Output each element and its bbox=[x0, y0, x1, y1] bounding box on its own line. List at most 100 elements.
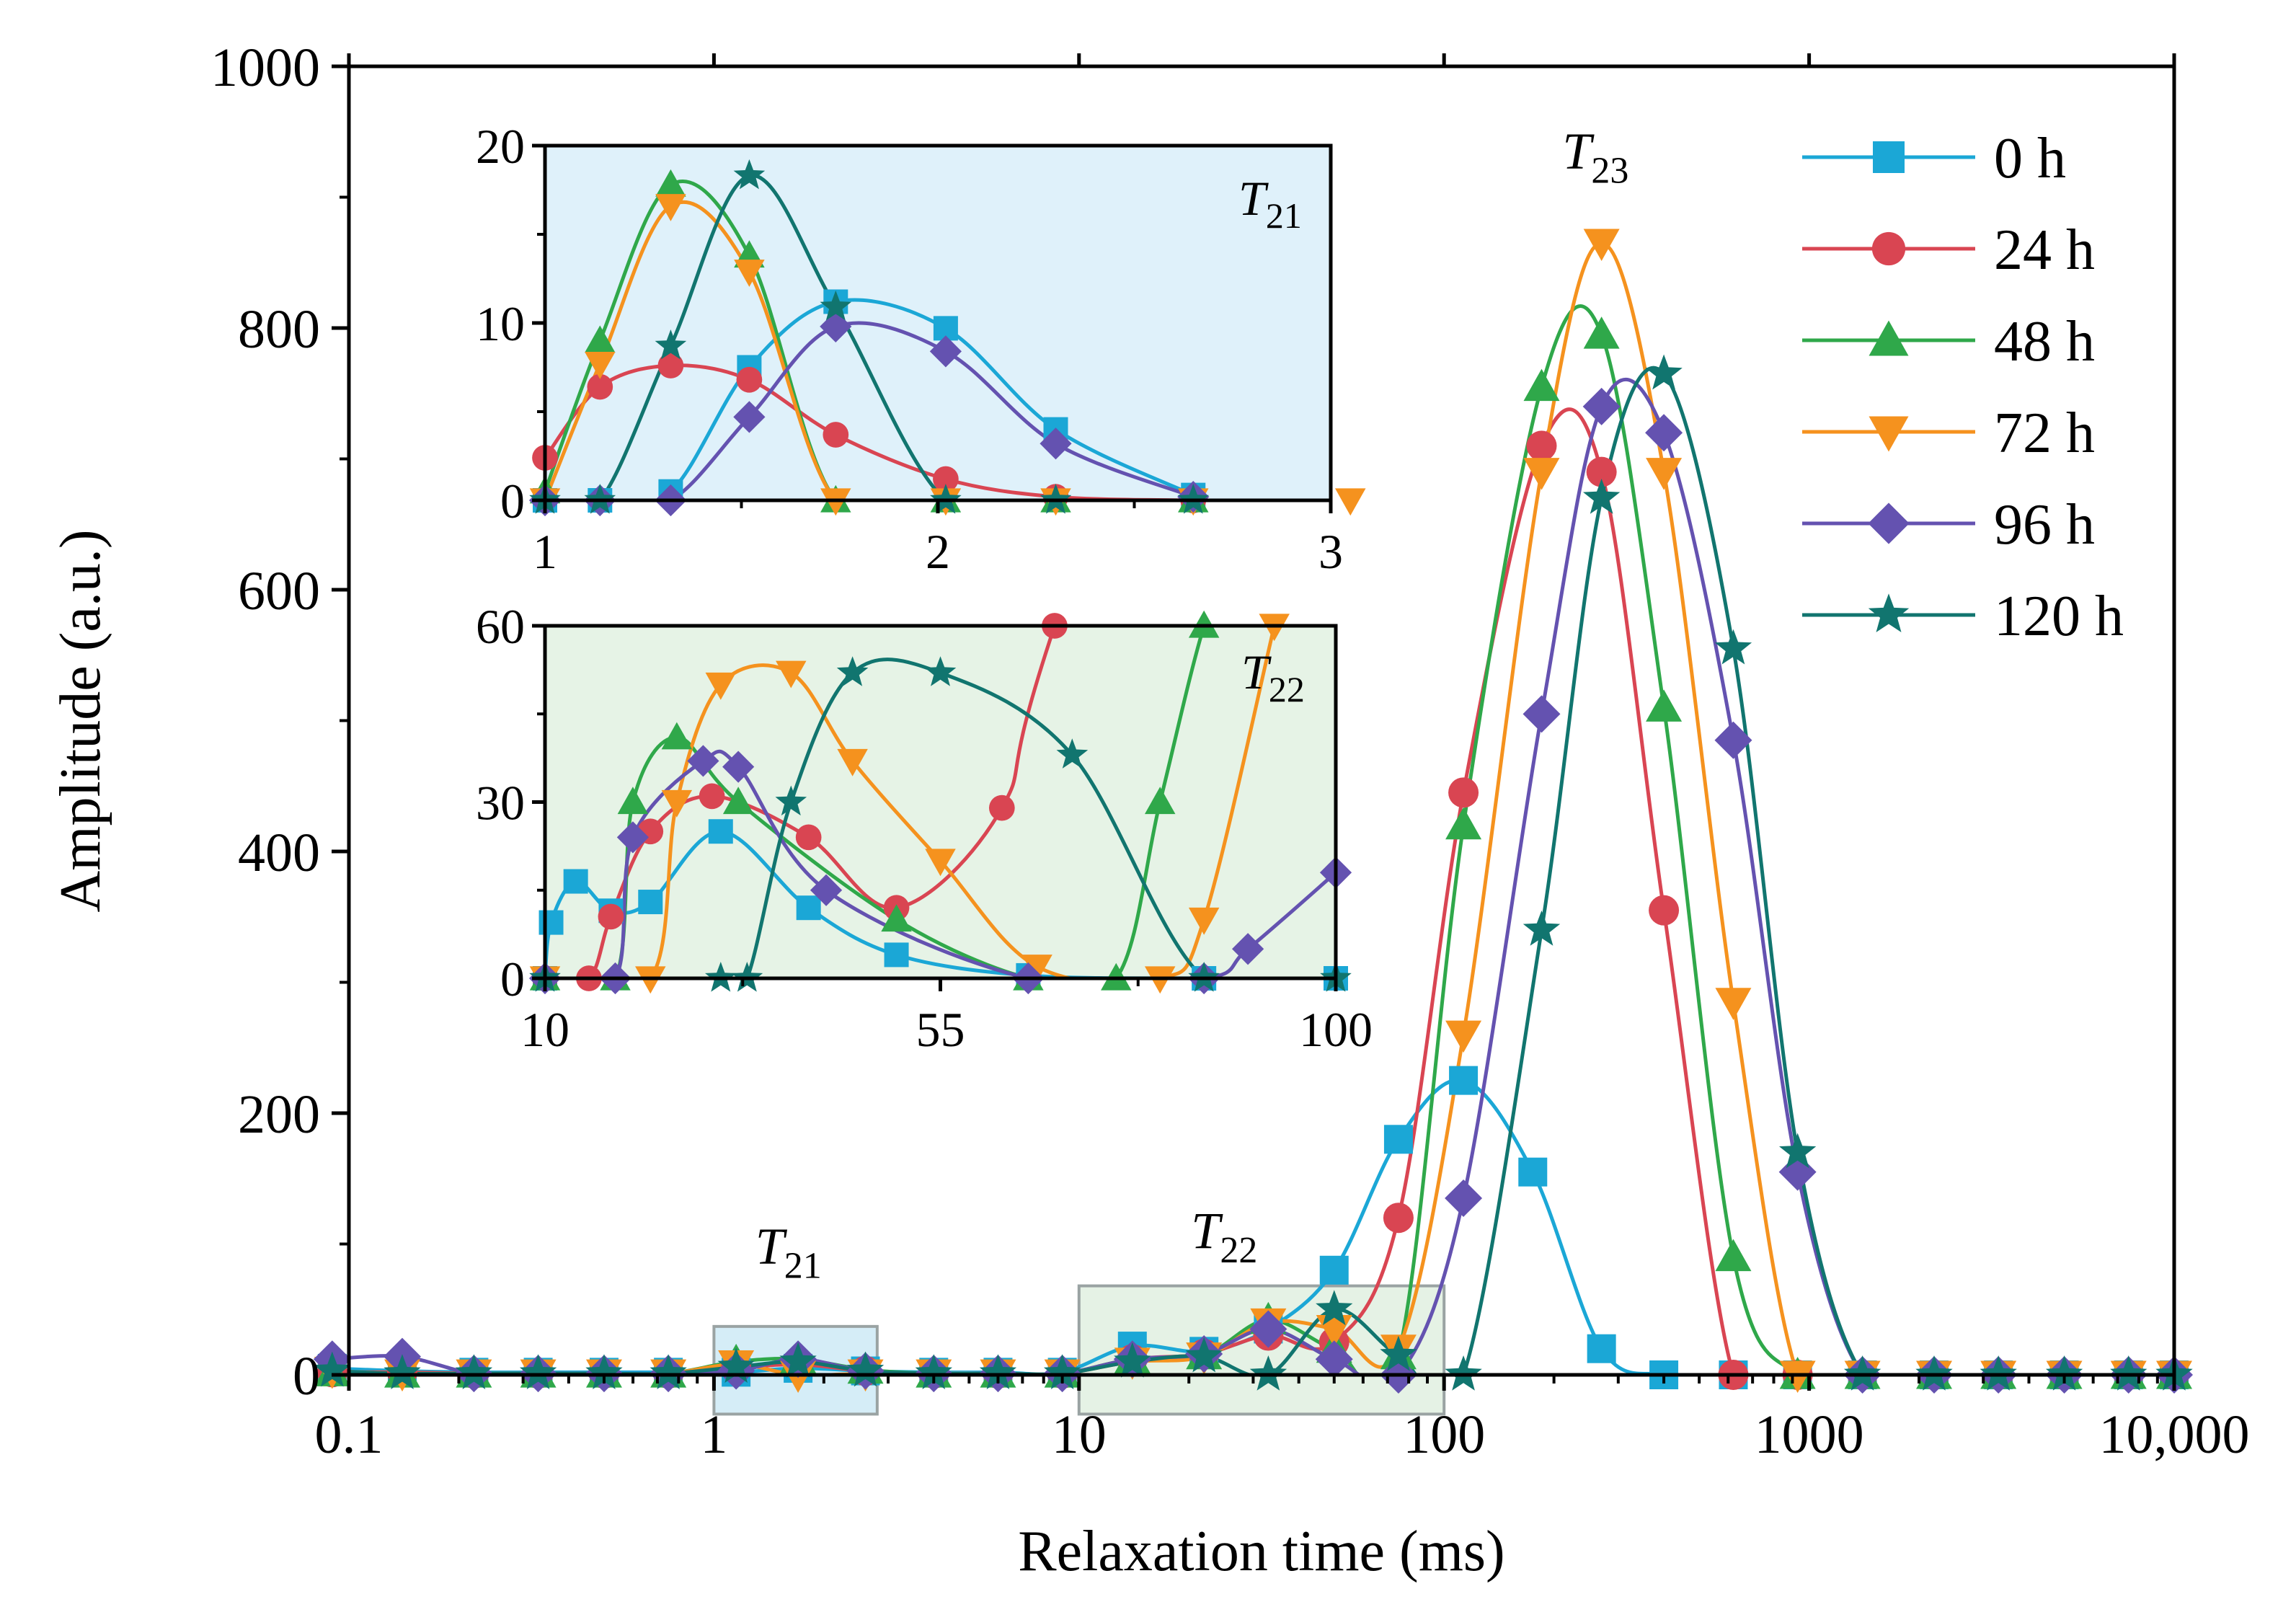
t22-marker-120-h-4 bbox=[836, 656, 869, 686]
legend: 0 h 24 h 48 h 72 h 96 h 120 h bbox=[1802, 127, 2124, 648]
t22-marker-120-h-3 bbox=[775, 785, 807, 816]
t22-marker-48-h-3 bbox=[661, 722, 693, 750]
x-tick-label-3: 100 bbox=[1403, 1404, 1485, 1465]
main-marker-120-h-8 bbox=[846, 1351, 885, 1387]
inset-t22-x-tick-label-0: 10 bbox=[520, 1002, 569, 1057]
inset-t22-y-tick-label-0: 0 bbox=[500, 952, 525, 1006]
t22-marker-120-h-5 bbox=[924, 656, 957, 686]
main-marker-48-h-20 bbox=[1646, 689, 1683, 722]
t21-marker-48-h-2 bbox=[655, 169, 686, 197]
y-tick-label-1: 200 bbox=[238, 1084, 320, 1145]
t21-marker-120-h-3 bbox=[733, 159, 766, 190]
main-marker-72-h-19 bbox=[1583, 229, 1620, 262]
y-tick-label-4: 800 bbox=[238, 299, 320, 360]
annotation-T21: T21 bbox=[755, 1218, 822, 1287]
inset-t21-x-tick-label-2: 3 bbox=[1318, 524, 1343, 579]
t22-marker-0-h-4 bbox=[638, 890, 663, 915]
inset-t21-title: T21 bbox=[1238, 171, 1302, 236]
legend-marker-0-h bbox=[1873, 141, 1905, 173]
main-marker-120-h-7 bbox=[779, 1342, 817, 1378]
t21-marker-96-h-5 bbox=[929, 335, 962, 368]
t22-marker-48-h-5 bbox=[881, 904, 912, 932]
y-tick-label-0: 0 bbox=[293, 1346, 320, 1407]
x-axis-label: Relaxation time (ms) bbox=[1018, 1520, 1504, 1583]
t22-marker-24-h-5 bbox=[795, 824, 822, 851]
y-tick-label-5: 1000 bbox=[210, 37, 320, 98]
legend-item-96-h: 96 h bbox=[1802, 493, 2095, 557]
inset-t21-y-tick-label-0: 0 bbox=[500, 474, 525, 528]
t22-line-72-h bbox=[545, 626, 1277, 978]
inset-t21: 1 2 3 0 10 20 T21 bbox=[476, 119, 1366, 579]
t21-marker-24-h-5 bbox=[933, 466, 959, 492]
main-marker-120-h-2 bbox=[455, 1354, 493, 1389]
main-marker-0-h-16 bbox=[1383, 1125, 1413, 1154]
main-marker-48-h-17 bbox=[1445, 807, 1482, 840]
t22-marker-0-h-7 bbox=[884, 942, 909, 968]
t22-marker-72-h-2 bbox=[661, 789, 693, 818]
legend-marker-72-h bbox=[1869, 416, 1909, 452]
t22-marker-72-h-5 bbox=[837, 748, 868, 776]
legend-item-24-h: 24 h bbox=[1802, 218, 2095, 282]
annotation-T22: T22 bbox=[1191, 1202, 1257, 1271]
t21-marker-96-h-3 bbox=[733, 401, 766, 433]
x-tick-label-2: 10 bbox=[1052, 1404, 1107, 1465]
t22-marker-0-h-6 bbox=[796, 895, 821, 921]
t21-marker-48-h-1 bbox=[585, 325, 616, 353]
main-marker-72-h-22 bbox=[1779, 1360, 1816, 1393]
t22-marker-0-h-2 bbox=[563, 869, 588, 894]
t22-marker-96-h-8 bbox=[1232, 933, 1264, 965]
legend-label-72-h: 72 h bbox=[1994, 402, 2095, 465]
main-marker-120-h-25 bbox=[1980, 1355, 2017, 1391]
x-tick-label-1: 1 bbox=[700, 1404, 727, 1465]
t22-marker-72-h-3 bbox=[705, 672, 737, 700]
main-marker-120-h-6 bbox=[717, 1347, 755, 1383]
x-tick-label-5: 10,000 bbox=[2099, 1404, 2250, 1465]
y-axis-label: Amplitude (a.u.) bbox=[49, 530, 112, 913]
main-marker-120-h-21 bbox=[1714, 629, 1752, 665]
legend-item-120-h: 120 h bbox=[1802, 585, 2124, 648]
main-marker-120-h-26 bbox=[2045, 1355, 2083, 1391]
main-marker-120-h-11 bbox=[1043, 1354, 1081, 1389]
main-marker-120-h-23 bbox=[1843, 1355, 1881, 1391]
main-marker-0-h-19 bbox=[1587, 1334, 1616, 1363]
main-marker-120-h-3 bbox=[519, 1354, 557, 1389]
main-marker-72-h-17 bbox=[1445, 1020, 1482, 1053]
t22-marker-96-h-5 bbox=[810, 874, 843, 906]
inset-t22-y-tick-label-1: 30 bbox=[476, 776, 525, 831]
inset-t21-y-tick-label-1: 10 bbox=[476, 296, 525, 351]
inset-t22: 10 55 100 0 30 60 T22 bbox=[476, 599, 1373, 1057]
main-marker-24-h-19 bbox=[1586, 456, 1617, 487]
x-tick-label-4: 1000 bbox=[1755, 1404, 1864, 1465]
main-marker-24-h-20 bbox=[1649, 895, 1680, 926]
main-marker-120-h-17 bbox=[1445, 1355, 1482, 1391]
t21-line-120-h bbox=[545, 174, 1194, 500]
inset-t21-x-tick-label-1: 2 bbox=[926, 524, 950, 579]
main-marker-120-h-19 bbox=[1583, 478, 1621, 514]
main-marker-96-h-19 bbox=[1582, 387, 1621, 425]
inset-t22-x-tick-label-1: 55 bbox=[916, 1002, 965, 1057]
t21-marker-72-h-3 bbox=[734, 260, 765, 287]
t22-marker-72-h-7 bbox=[1021, 955, 1052, 982]
main-marker-120-h-16 bbox=[1380, 1335, 1417, 1371]
main-marker-96-h-17 bbox=[1445, 1179, 1483, 1217]
main-marker-120-h-12 bbox=[1114, 1342, 1151, 1378]
t22-marker-24-h-4 bbox=[699, 783, 725, 810]
main-marker-96-h-20 bbox=[1645, 414, 1683, 452]
legend-label-120-h: 120 h bbox=[1994, 585, 2124, 648]
main-marker-120-h-9 bbox=[915, 1354, 952, 1389]
inset-t22-y-tick-label-2: 60 bbox=[476, 599, 525, 654]
t22-marker-72-h-4 bbox=[776, 660, 807, 689]
main-marker-120-h-13 bbox=[1185, 1337, 1223, 1373]
legend-item-72-h: 72 h bbox=[1802, 402, 2095, 465]
main-marker-120-h-20 bbox=[1645, 354, 1683, 390]
main-marker-96-h-15 bbox=[1315, 1340, 1353, 1378]
t21-marker-24-h-1 bbox=[587, 373, 613, 400]
main-annotations: T21 T22 T23 bbox=[755, 123, 1629, 1287]
t22-marker-96-h-4 bbox=[722, 751, 755, 783]
t21-line-48-h bbox=[545, 180, 1194, 500]
inset-t22-x-tick-label-2: 100 bbox=[1299, 1002, 1373, 1057]
main-marker-120-h-15 bbox=[1316, 1290, 1353, 1326]
t22-marker-48-h-4 bbox=[722, 787, 754, 815]
main-marker-120-h-24 bbox=[1915, 1355, 1953, 1391]
main-marker-48-h-19 bbox=[1583, 316, 1620, 349]
